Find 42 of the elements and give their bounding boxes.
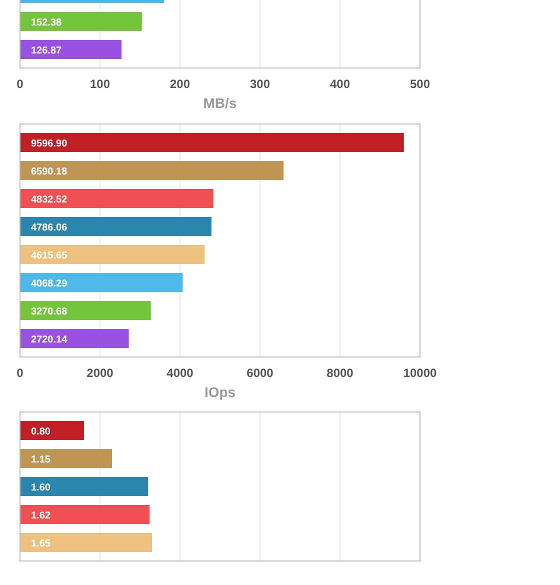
x-tick-label: 200 — [170, 77, 190, 91]
x-tick-label: 0 — [16, 366, 24, 380]
bar — [20, 329, 129, 348]
bar — [20, 161, 284, 180]
data-label: 4786.06 — [31, 222, 68, 234]
x-tick-label: 4000 — [166, 366, 194, 380]
data-label: 4615.65 — [31, 250, 68, 262]
data-label: 126.87 — [31, 46, 62, 56]
bar — [20, 477, 148, 496]
bar — [20, 273, 183, 292]
data-label: 1.60 — [31, 482, 51, 494]
data-label: 4832.52 — [31, 194, 68, 206]
bar — [20, 533, 152, 552]
x-axis-title: MB/s — [203, 95, 237, 111]
bar — [20, 133, 404, 152]
data-label: 152.38 — [31, 18, 62, 28]
bar — [20, 421, 84, 440]
data-label: 1.65 — [31, 538, 51, 550]
bar — [20, 217, 212, 236]
bar — [20, 189, 214, 208]
data-label: 4068.29 — [31, 278, 68, 290]
x-tick-label: 300 — [250, 77, 270, 91]
bar — [20, 505, 150, 524]
x-tick-label: 100 — [90, 77, 110, 91]
data-label: 0.80 — [31, 426, 51, 438]
data-label: 2720.14 — [31, 334, 68, 346]
x-tick-label: 6000 — [246, 366, 274, 380]
x-tick-label: 400 — [330, 77, 350, 91]
bar — [20, 301, 151, 320]
data-label: 1.62 — [31, 510, 51, 522]
x-axis-title: IOps — [204, 384, 236, 400]
x-tick-label: 500 — [410, 77, 430, 91]
data-label: 9596.90 — [31, 138, 68, 150]
bar — [20, 449, 112, 468]
x-tick-label: 10000 — [403, 366, 438, 380]
data-label: 3270.68 — [31, 306, 68, 318]
x-tick-label: 8000 — [326, 366, 354, 380]
x-tick-label: 0 — [16, 77, 24, 91]
data-label: 1.15 — [31, 454, 51, 466]
x-tick-label: 2000 — [86, 366, 114, 380]
bar — [20, 245, 205, 264]
data-label: 6590.18 — [31, 166, 68, 178]
